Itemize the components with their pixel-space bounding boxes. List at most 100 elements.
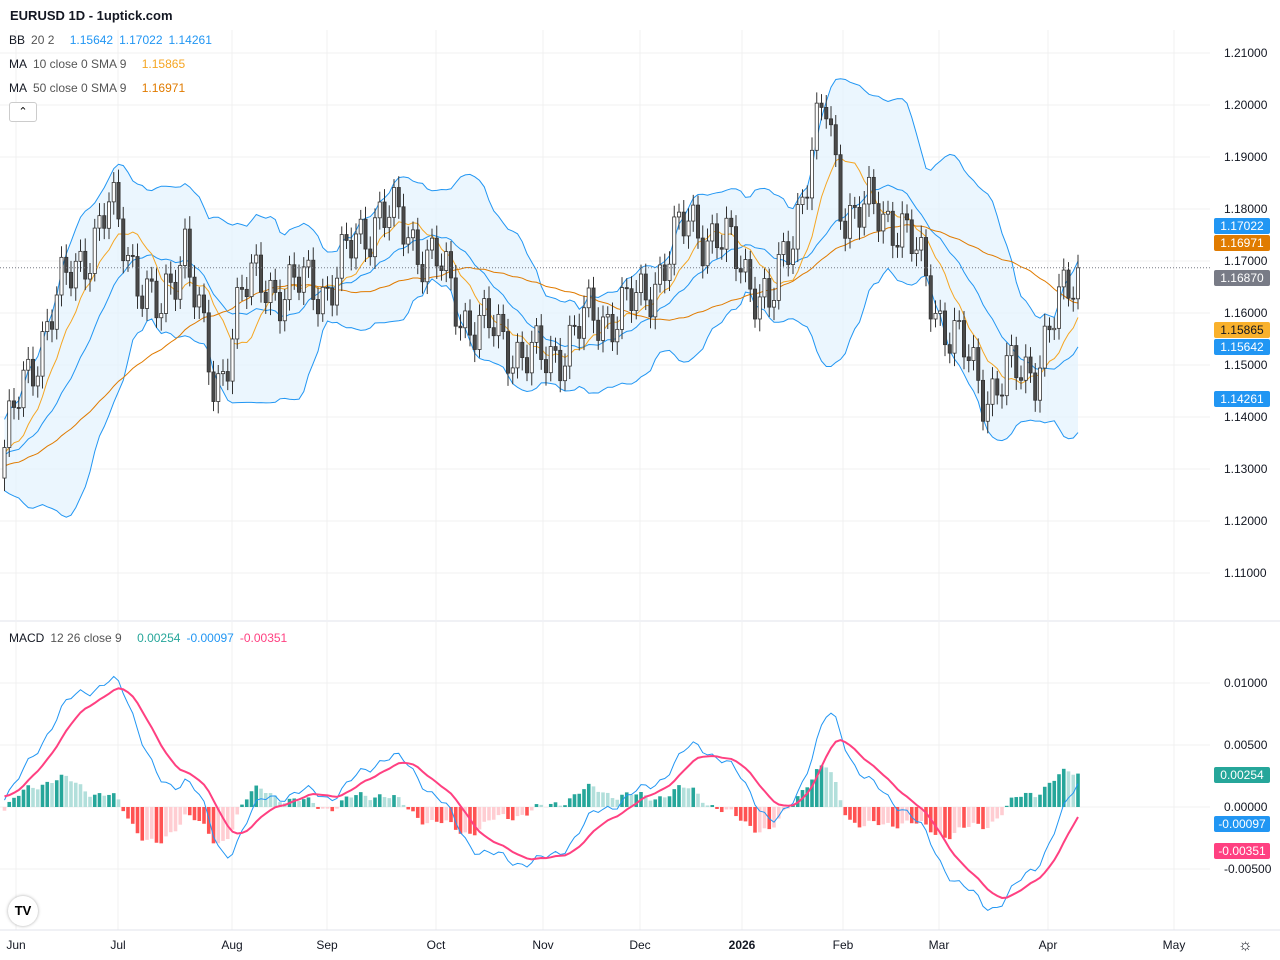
candle (182, 218, 187, 279)
macd-histogram-bar (259, 788, 263, 807)
macd-histogram-bar (1004, 805, 1009, 807)
macd-histogram-bar (145, 807, 149, 840)
macd-histogram-bar (957, 807, 962, 828)
macd-histogram-bar (268, 793, 273, 807)
candle (358, 209, 363, 244)
macd-histogram-bar (406, 807, 411, 810)
candle (458, 314, 463, 341)
candle (715, 213, 720, 259)
settings-gear-icon[interactable]: ☼ (1238, 937, 1253, 954)
macd-legend[interactable]: MACD 12 26 close 9 0.00254 -0.00097 -0.0035… (9, 631, 293, 645)
macd-histogram-bar (705, 805, 710, 807)
candle (966, 344, 971, 373)
candle (643, 263, 648, 311)
candle (686, 208, 691, 249)
candle (353, 223, 358, 270)
bb-label: BB (9, 33, 26, 47)
macd-histogram-bar (206, 807, 211, 834)
time-axis-tick: Apr (1038, 938, 1058, 952)
macd-histogram-bar (130, 807, 135, 824)
candle (168, 261, 173, 295)
macd-histogram-bar (776, 807, 781, 819)
macd-histogram-bar (278, 802, 282, 807)
candle (287, 255, 292, 311)
macd-histogram-bar (306, 797, 311, 807)
bb-legend[interactable]: BB 20 2 1.15642 1.17022 1.14261 (9, 33, 218, 47)
macd-histogram-bar (154, 807, 159, 843)
macd-histogram-bar (805, 787, 810, 807)
macd-histogram-bar (710, 805, 715, 807)
candle (448, 240, 453, 291)
candle (282, 288, 287, 332)
candle (753, 276, 758, 328)
candle (339, 226, 344, 292)
macd-histogram-bar (938, 807, 943, 835)
candle (577, 313, 582, 351)
macd-histogram-bar (947, 807, 952, 840)
candle (425, 239, 430, 295)
macd-histogram-bar (325, 807, 330, 809)
macd-histogram-bar (719, 807, 724, 813)
candle (292, 252, 297, 290)
macd-histogram-bar (244, 799, 249, 807)
macd-axis-tick: 0.00000 (1224, 800, 1268, 814)
macd-histogram-bar (430, 807, 434, 820)
macd-histogram-bar (458, 807, 463, 834)
macd-histogram-bar (933, 807, 938, 835)
collapse-legend-button[interactable]: ⌃ (9, 102, 37, 122)
candle (829, 106, 834, 137)
price-axis-tick: 1.17000 (1224, 254, 1268, 268)
macd-histogram-bar (520, 807, 525, 815)
macd-histogram-bar (567, 798, 572, 807)
candle (344, 222, 349, 249)
macd-histogram-bar (31, 787, 35, 807)
chevron-up-icon: ⌃ (18, 106, 28, 118)
macd-histogram-bar (463, 807, 468, 833)
candle (553, 337, 558, 363)
candle (900, 201, 905, 258)
ma10-label: MA (9, 57, 27, 71)
candle (1033, 363, 1038, 412)
candle (434, 225, 439, 279)
candle (862, 190, 867, 236)
macd-histogram-bar (434, 807, 439, 822)
macd-histogram-bar (420, 807, 425, 825)
ma50-legend[interactable]: MA 50 close 0 SMA 9 1.16971 (9, 81, 191, 95)
candle (724, 206, 729, 263)
candle (805, 185, 810, 210)
macd-histogram-bar (149, 807, 154, 839)
macd-histogram-bar (83, 791, 88, 807)
ma10-legend[interactable]: MA 10 close 0 SMA 9 1.15865 (9, 57, 191, 71)
macd-histogram-bar (976, 807, 981, 824)
macd-histogram-bar (843, 807, 848, 816)
candle (1057, 273, 1062, 340)
macd-histogram-bar (373, 797, 377, 807)
macd-histogram-bar (658, 796, 662, 807)
price-axis-tick: 1.11000 (1224, 566, 1267, 580)
candle (97, 203, 102, 241)
macd-histogram-bar (216, 807, 221, 844)
candle (69, 260, 74, 297)
macd-histogram-bar (634, 794, 639, 807)
candle (192, 265, 197, 320)
candle (743, 248, 748, 283)
candle (1066, 262, 1071, 307)
macd-histogram-bar (92, 794, 97, 807)
candle (50, 309, 55, 343)
candle (748, 250, 753, 303)
candle (596, 307, 601, 350)
macd-histogram-bar (107, 794, 111, 807)
macd-histogram-bar (45, 781, 50, 807)
candle (876, 191, 881, 243)
macd-histogram-bar (1023, 792, 1028, 807)
price-tag: -0.00351 (1214, 843, 1270, 859)
candle (263, 280, 268, 314)
candle (786, 230, 791, 277)
macd-histogram-bar (601, 792, 605, 807)
macd-histogram-bar (924, 807, 928, 825)
macd-histogram-bar (995, 807, 1000, 819)
tradingview-logo[interactable]: TV (8, 896, 38, 926)
macd-histogram-bar (653, 799, 658, 807)
candle (102, 203, 107, 240)
